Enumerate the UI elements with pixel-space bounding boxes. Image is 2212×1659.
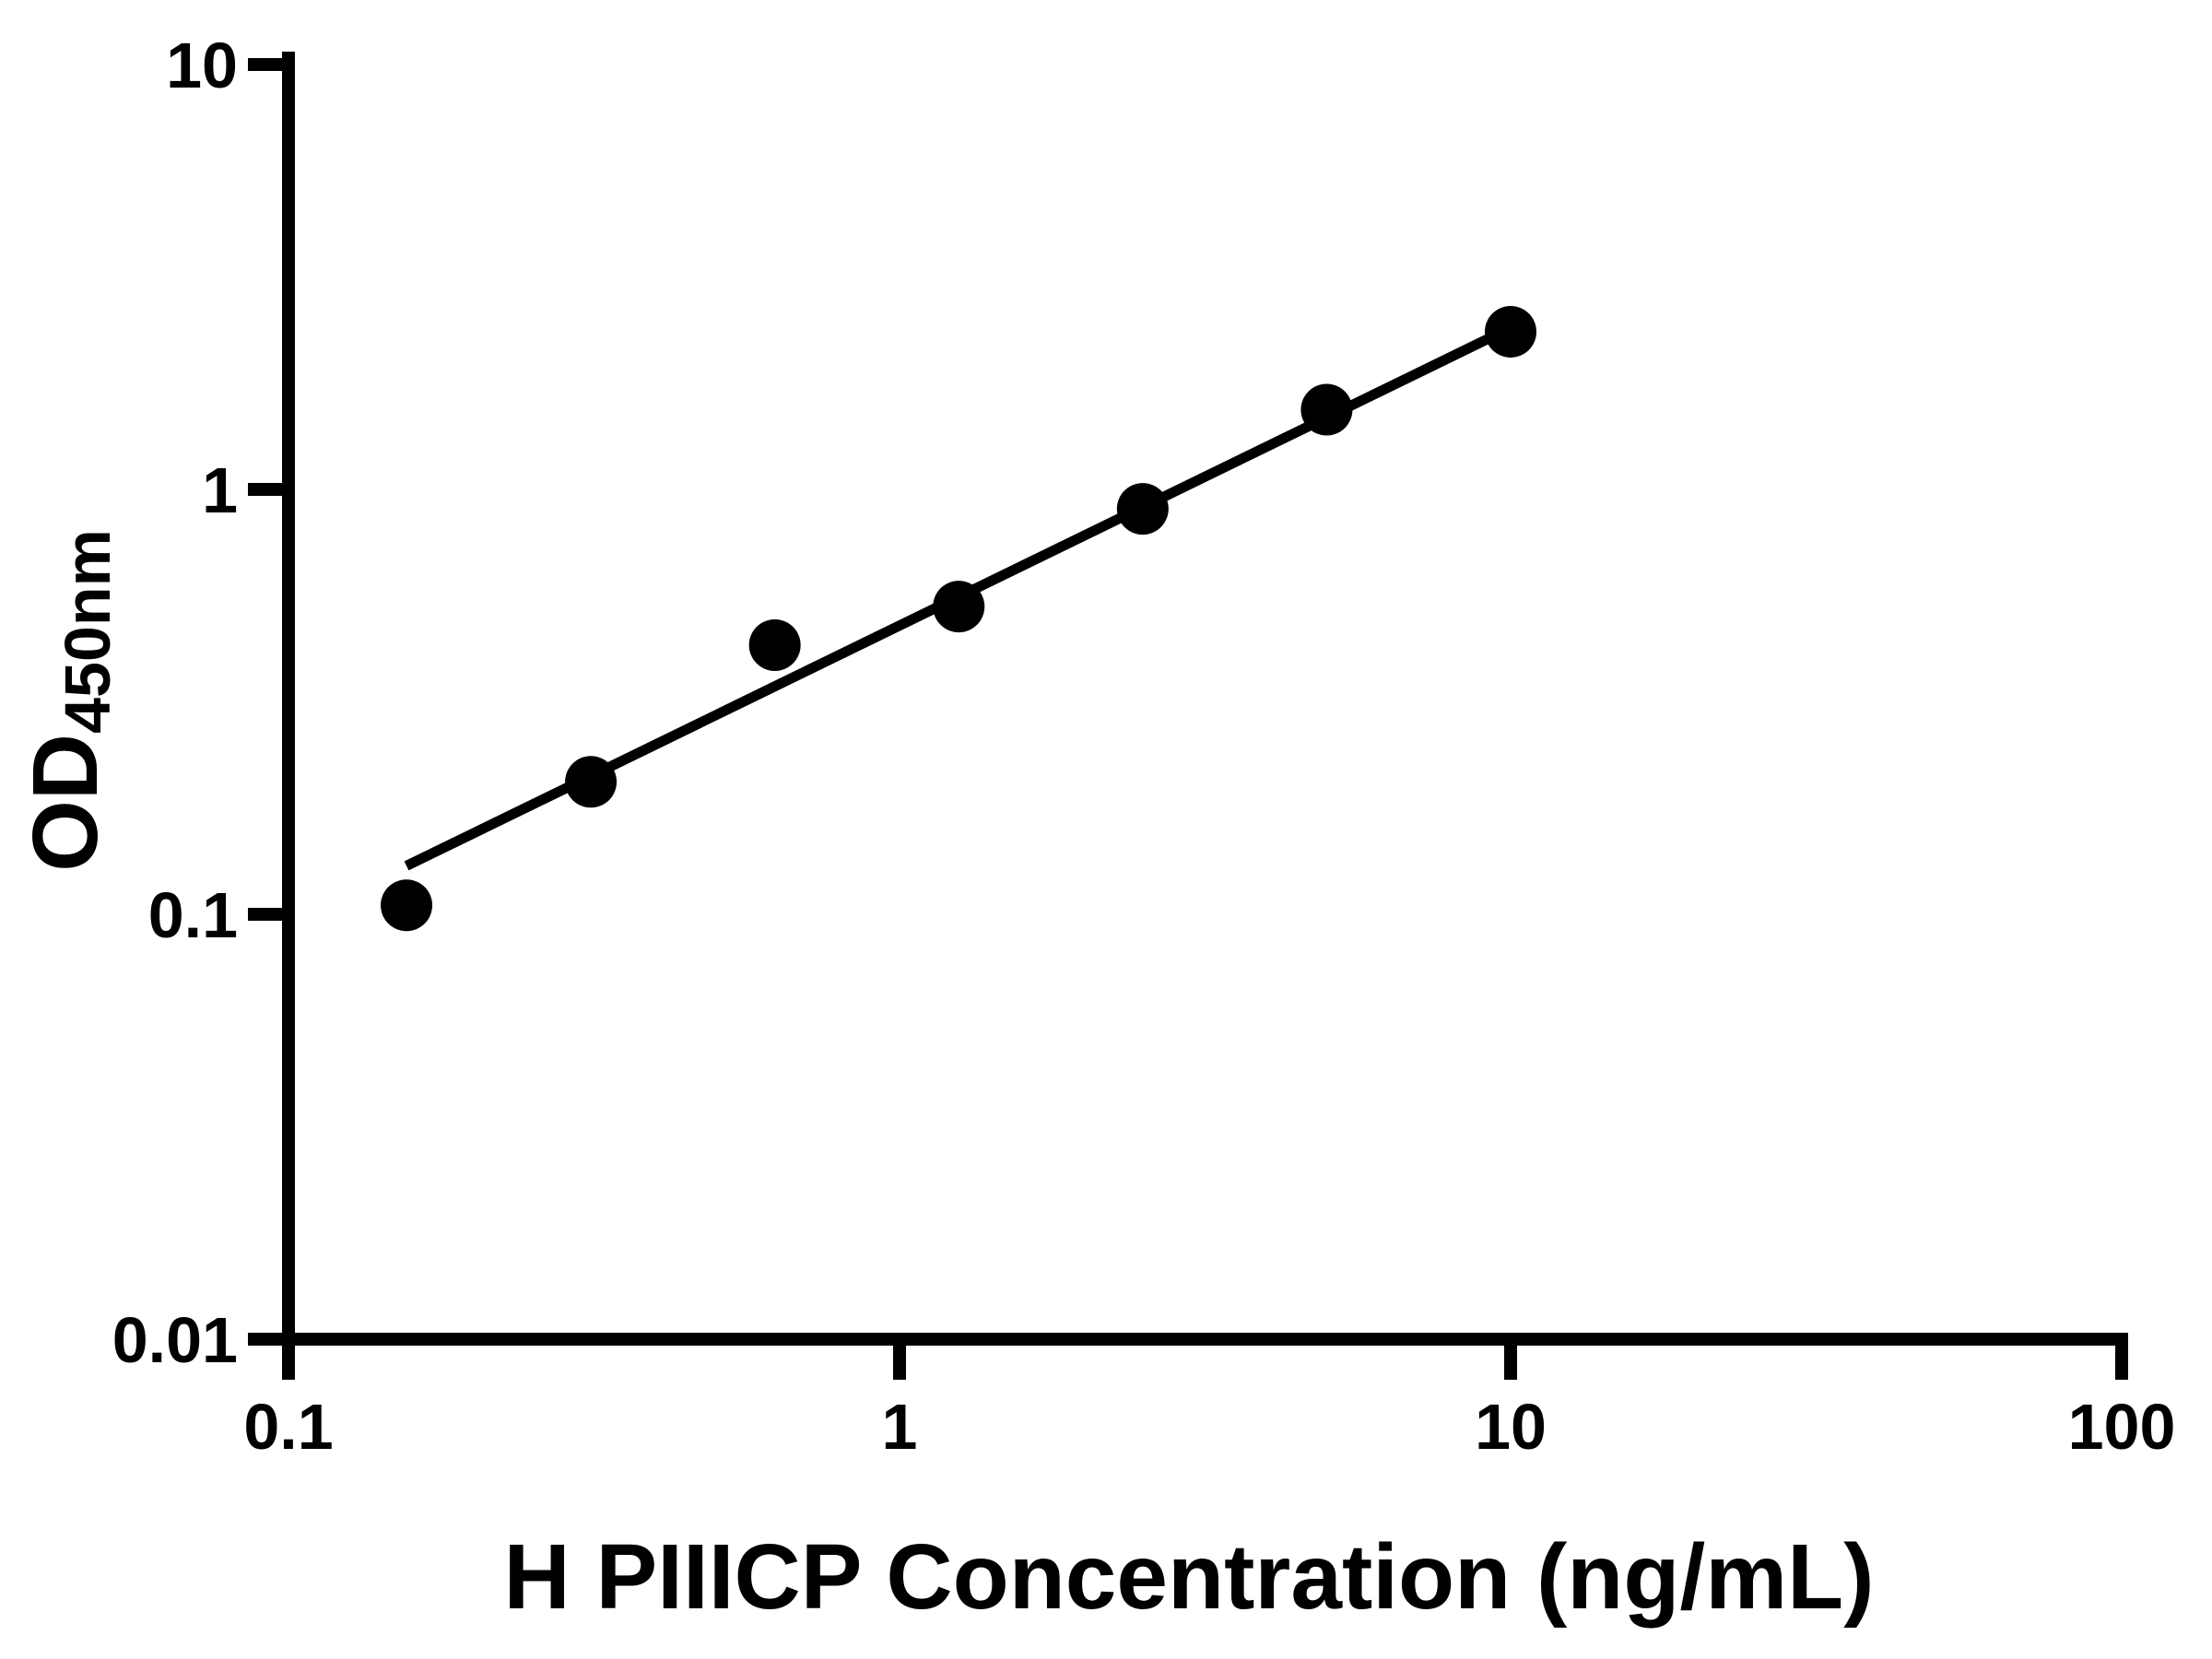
y-axis-title-main: OD [14,734,117,872]
y-tick-label: 0.01 [112,1304,238,1376]
data-point [565,756,618,808]
x-tick-label: 0.1 [243,1391,333,1463]
y-axis-title: OD450nm [14,529,124,872]
data-point [1485,305,1536,358]
x-axis-title: H PIIICP Concentration (ng/mL) [503,1525,1874,1629]
x-tick-label: 100 [2068,1391,2176,1463]
data-point [1116,483,1169,535]
x-tick-label: 10 [1475,1391,1547,1463]
data-point [748,618,801,671]
x-tick-label: 1 [882,1391,918,1463]
y-tick-label: 1 [202,454,238,526]
y-tick-label: 10 [166,29,238,101]
y-axis-title-sub: 450nm [52,529,124,734]
data-point [381,879,433,932]
data-point [1300,383,1353,436]
y-tick-label: 0.1 [148,879,238,951]
data-point [933,581,985,633]
